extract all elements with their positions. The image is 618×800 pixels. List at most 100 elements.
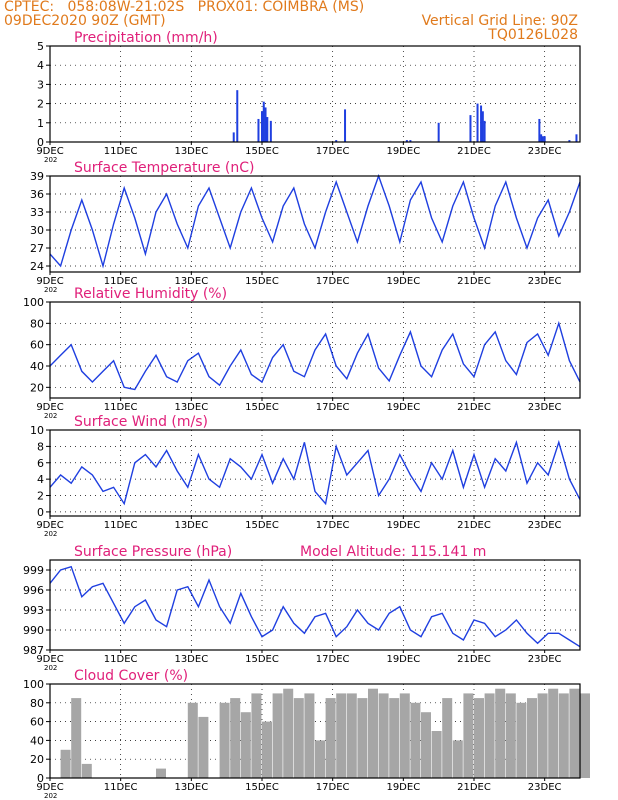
cloud-bar	[484, 693, 495, 778]
x-tick-label: 17DEC	[316, 654, 350, 665]
x-tick-label: 19DEC	[386, 276, 420, 287]
precip-bar	[476, 103, 479, 142]
header-date: 09DEC2020 90Z (GMT)	[4, 13, 166, 29]
x-tick-label: 11DEC	[104, 146, 138, 157]
y-tick-label: 4	[37, 59, 44, 72]
y-tick-label: 987	[23, 644, 44, 657]
precip-bar	[232, 132, 235, 142]
cloud-bar	[463, 693, 474, 778]
x-tick-label: 9DEC	[36, 146, 63, 157]
x-tick-label: 11DEC	[104, 654, 138, 665]
rh-title: Relative Humidity (%)	[74, 286, 227, 302]
cloud-bar	[495, 688, 506, 778]
precip-title: Precipitation (mm/h)	[74, 30, 218, 46]
cloud-bar	[325, 698, 336, 778]
y-tick-label: 40	[30, 734, 44, 747]
year-label: 202	[44, 792, 57, 800]
wind-series-line	[49, 439, 581, 506]
precip-bar	[540, 134, 543, 142]
x-tick-label: 19DEC	[386, 782, 420, 793]
cloud-bar	[505, 693, 516, 778]
precip-bar	[538, 118, 541, 142]
wind-frame	[49, 429, 581, 517]
precip-bar	[543, 136, 546, 142]
cloud-bar	[198, 716, 209, 778]
precip-frame	[49, 45, 581, 143]
precip-bar	[469, 115, 472, 142]
x-tick-label: 15DEC	[245, 520, 279, 531]
y-tick-label: 8	[37, 440, 44, 453]
precip-bar	[405, 140, 408, 142]
press-subtitle: Model Altitude: 115.141 m	[300, 544, 486, 560]
header-grid-note: Vertical Grid Line: 90Z	[421, 13, 578, 29]
y-tick-label: 3	[37, 78, 44, 91]
cloud-title: Cloud Cover (%)	[74, 668, 188, 684]
x-tick-label: 19DEC	[386, 146, 420, 157]
x-tick-label: 21DEC	[457, 146, 491, 157]
cloud-bar	[230, 698, 241, 778]
precip-bar	[335, 140, 338, 142]
x-tick-label: 13DEC	[174, 276, 208, 287]
x-tick-label: 21DEC	[457, 402, 491, 413]
precip-bar	[344, 109, 347, 142]
press-frame	[49, 559, 581, 651]
x-tick-label: 23DEC	[528, 654, 562, 665]
y-tick-label: 996	[23, 584, 44, 597]
x-tick-label: 13DEC	[174, 654, 208, 665]
x-tick-label: 23DEC	[528, 276, 562, 287]
x-tick-label: 11DEC	[104, 402, 138, 413]
cloud-bar	[304, 693, 315, 778]
precip-bar	[257, 118, 260, 142]
x-tick-label: 19DEC	[386, 402, 420, 413]
x-tick-label: 11DEC	[104, 276, 138, 287]
header-station: CPTEC: 058:08W-21:02S PROX01: COIMBRA (M…	[4, 0, 365, 15]
year-label: 202	[44, 664, 57, 672]
x-tick-label: 17DEC	[316, 276, 350, 287]
cloud-bar	[262, 721, 272, 778]
precip-bar	[269, 120, 272, 142]
y-tick-label: 39	[30, 170, 44, 183]
x-tick-label: 15DEC	[245, 654, 279, 665]
x-tick-label: 9DEC	[36, 782, 63, 793]
y-tick-label: 4	[37, 473, 44, 486]
x-tick-label: 9DEC	[36, 276, 63, 287]
press-title: Surface Pressure (hPa)	[74, 544, 232, 560]
cloud-bar	[421, 712, 431, 778]
y-tick-label: 80	[30, 317, 44, 330]
cloud-bar	[442, 698, 453, 778]
cloud-bar	[357, 698, 368, 778]
cloud-bar	[399, 693, 410, 778]
cloud-bar	[569, 688, 580, 778]
y-tick-label: 80	[30, 697, 44, 710]
x-tick-label: 19DEC	[386, 520, 420, 531]
x-tick-label: 23DEC	[528, 520, 562, 531]
cloud-bar	[527, 698, 537, 778]
precip-bar	[481, 111, 484, 142]
precip-bar	[261, 111, 263, 142]
x-tick-label: 9DEC	[36, 402, 63, 413]
cloud-frame	[49, 683, 581, 779]
precip-bar	[266, 117, 269, 142]
x-tick-label: 11DEC	[104, 520, 138, 531]
cloud-bar	[71, 698, 82, 778]
x-tick-label: 21DEC	[457, 782, 491, 793]
y-tick-label: 40	[30, 360, 44, 373]
x-tick-label: 17DEC	[316, 146, 350, 157]
cloud-bar	[293, 698, 304, 778]
x-tick-label: 13DEC	[174, 520, 208, 531]
x-tick-label: 21DEC	[457, 276, 491, 287]
cloud-bar	[219, 702, 230, 778]
precip-bar	[541, 136, 544, 142]
wind-title: Surface Wind (m/s)	[74, 414, 208, 430]
x-tick-label: 15DEC	[245, 276, 279, 287]
year-label: 202	[44, 412, 57, 420]
x-tick-label: 17DEC	[316, 782, 350, 793]
cloud-bar	[187, 702, 198, 778]
x-tick-label: 13DEC	[174, 782, 208, 793]
y-tick-label: 100	[23, 296, 44, 309]
y-tick-label: 10	[30, 424, 44, 437]
cloud-bar	[240, 712, 251, 778]
cloud-bar	[378, 693, 389, 778]
x-tick-label: 9DEC	[36, 654, 63, 665]
